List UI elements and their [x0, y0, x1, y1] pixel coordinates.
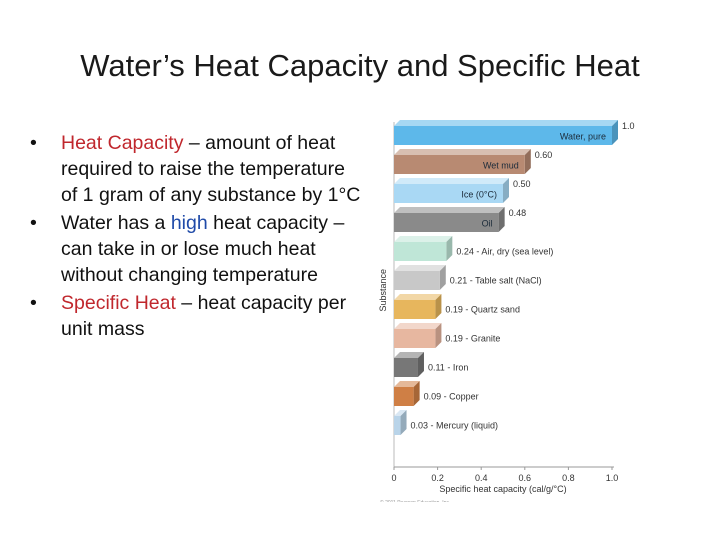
definition-heat-capacity: – amount of heat required to raise the t… [61, 132, 361, 206]
bar-side-face [503, 178, 509, 203]
bar-top-face [394, 294, 442, 300]
bar-top-face [394, 323, 442, 329]
bar-top-face [394, 207, 505, 213]
bar-side-face [524, 149, 531, 174]
copyright-notice: © 2011 Pearson Education, Inc. [380, 499, 450, 502]
x-tick-label: 0 [391, 473, 396, 483]
x-axis-title: Specific heat capacity (cal/g/°C) [439, 484, 566, 494]
bar [394, 155, 525, 174]
bullet-text-pre: Water has a [61, 212, 171, 234]
bar-side-face [435, 294, 442, 319]
bar-side-face [400, 410, 407, 435]
specific-heat-chart: Water, pure 1.0 Wet mud 0.60 Ice (0°C) 0.50 Oi… [372, 112, 672, 502]
bar [394, 242, 447, 261]
bar-value-label: 0.48 [509, 208, 527, 218]
bar-value-label: 0.09 - Copper [424, 392, 479, 402]
bar-side-face [498, 207, 505, 232]
bar [394, 358, 418, 377]
term-heat-capacity: Heat Capacity [61, 132, 184, 154]
bar-top-face [394, 381, 420, 387]
bar-top-face [394, 120, 618, 126]
bar-value-label: 1.0 [622, 121, 635, 131]
bar [394, 271, 440, 290]
x-tick-label: 0.4 [475, 473, 488, 483]
x-tick-label: 0.8 [562, 473, 575, 483]
emphasis-high: high [170, 212, 208, 234]
bar-inside-label: Wet mud [483, 161, 519, 171]
bar-top-face [394, 236, 453, 242]
bullet-list: • Heat Capacity – amount of heat require… [30, 130, 365, 344]
bullet-water-high: • Water has a high heat capacity – can t… [30, 210, 365, 288]
bar [394, 329, 436, 348]
bullet-heat-capacity: • Heat Capacity – amount of heat require… [30, 130, 365, 208]
bar-side-face [439, 265, 446, 290]
bar [394, 416, 401, 435]
y-axis-title: Substance [378, 269, 388, 312]
bar-top-face [394, 410, 407, 416]
bar [394, 213, 499, 232]
bar-side-face [446, 236, 453, 261]
bullet-specific-heat: • Specific Heat – heat capacity per unit… [30, 290, 365, 342]
bar-value-label: 0.19 - Granite [445, 334, 500, 344]
term-specific-heat: Specific Heat [61, 292, 176, 314]
x-tick-label: 1.0 [606, 473, 619, 483]
bar-value-label: 0.11 - Iron [428, 363, 468, 373]
bar-inside-label: Water, pure [560, 132, 606, 142]
bar-side-face [413, 381, 420, 406]
bullet-marker: • [30, 292, 37, 314]
bar-value-label: 0.50 [513, 179, 531, 189]
bullet-marker: • [30, 132, 37, 154]
bar [394, 184, 503, 203]
bar-inside-label: Ice (0°C) [461, 190, 497, 200]
bullet-text-post: heat capacity – can take in or lose much… [61, 212, 345, 286]
bar-value-label: 0.03 - Mercury (liquid) [411, 421, 499, 431]
definition-specific-heat: – heat capacity per unit mass [61, 292, 347, 340]
bar [394, 387, 414, 406]
bar-value-label: 0.21 - Table salt (NaCl) [450, 276, 542, 286]
bar-top-face [394, 352, 424, 358]
bar-side-face [417, 352, 424, 377]
bar-side-face [435, 323, 442, 348]
bar [394, 126, 612, 145]
bar [394, 300, 436, 319]
bar-top-face [394, 178, 509, 184]
bar-inside-label: Oil [482, 219, 493, 229]
bar-value-label: 0.60 [535, 150, 553, 160]
bar-top-face [394, 149, 531, 155]
bullet-marker: • [30, 212, 37, 234]
slide-title: Water’s Heat Capacity and Specific Heat [80, 48, 640, 83]
x-tick-label: 0.2 [431, 473, 444, 483]
x-tick-label: 0.6 [519, 473, 532, 483]
bar-value-label: 0.19 - Quartz sand [445, 305, 520, 315]
bar-side-face [612, 120, 618, 145]
bar-value-label: 0.24 - Air, dry (sea level) [456, 247, 553, 257]
bar-top-face [394, 265, 446, 271]
